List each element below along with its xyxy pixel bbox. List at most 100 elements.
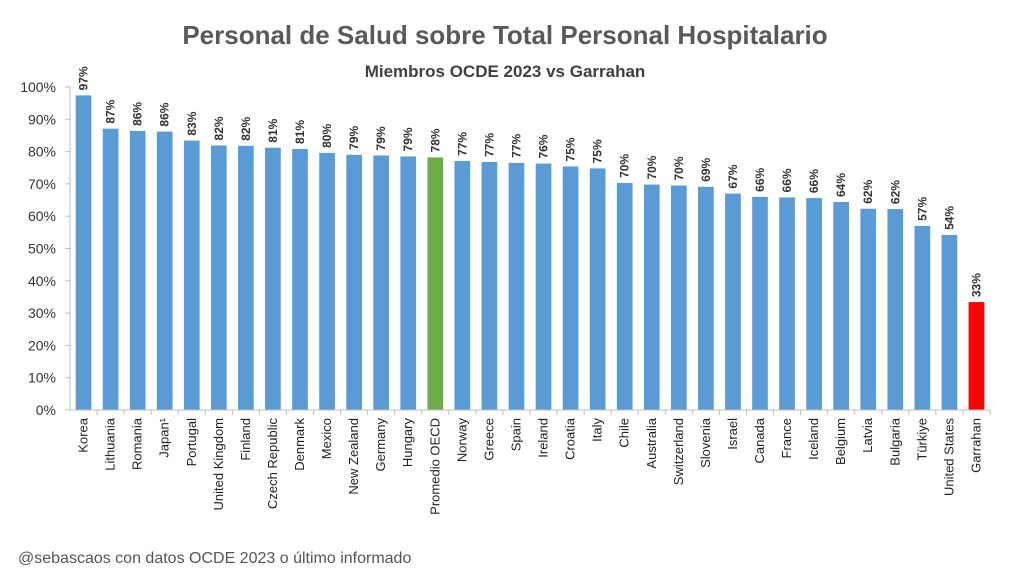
data-label: 70% (645, 155, 659, 179)
x-tick-label: Switzerland (671, 418, 686, 485)
y-tick-label: 20% (28, 337, 56, 353)
y-tick-label: 10% (28, 370, 56, 386)
data-label: 82% (239, 116, 253, 140)
data-label: 83% (185, 111, 199, 135)
bar-australia (643, 184, 660, 410)
bar-france (779, 197, 795, 410)
x-tick-label: Garrahan (968, 418, 983, 473)
bars-group (75, 95, 985, 411)
data-label: 70% (618, 154, 632, 178)
bar-chile (616, 182, 633, 410)
y-tick-label: 0% (36, 402, 56, 418)
data-label: 79% (401, 127, 415, 151)
bar-finland (238, 145, 254, 410)
bar-greece (481, 161, 498, 410)
data-label: 77% (482, 133, 496, 157)
data-label: 62% (888, 180, 902, 204)
y-tick-label: 80% (28, 144, 56, 160)
x-tick-label: Slovenia (698, 417, 713, 468)
y-tick-label: 100% (20, 79, 56, 95)
x-tick-label: United Kingdom (211, 418, 226, 511)
data-label: 67% (726, 164, 740, 188)
y-tick-label: 70% (28, 176, 56, 192)
bar-hungary (400, 156, 417, 410)
bar-japan- (156, 131, 173, 410)
data-label: 86% (158, 102, 172, 126)
x-tick-label: Finland (238, 418, 253, 461)
x-tick-label: Germany (373, 418, 388, 472)
data-label: 75% (591, 139, 605, 163)
x-tick-label: Italy (590, 418, 605, 442)
bar-new-zealand (346, 154, 362, 410)
x-tick-label: Portugal (184, 418, 199, 467)
bar-croatia (562, 166, 579, 410)
y-axis: 0% 10% 20% 30% 40% 50% 60% 70% 80% 90% 100% (20, 79, 71, 418)
x-tick-label: Bulgaria (887, 417, 902, 465)
bar-garrahan (968, 302, 985, 410)
x-tick-label: Australia (644, 417, 659, 468)
bar-denmark (292, 149, 308, 411)
x-tick-label: New Zealand (346, 418, 361, 495)
data-label: 87% (104, 99, 118, 123)
x-tick-label: France (779, 418, 794, 458)
bar-lithuania (102, 128, 119, 411)
bar-latvia (860, 208, 877, 410)
bar-united-kingdom (210, 145, 227, 410)
bar-slovenia (698, 186, 714, 410)
data-label: 79% (374, 126, 388, 150)
x-tick-label: Korea (76, 417, 91, 452)
data-label: 97% (77, 66, 91, 90)
x-tick-label: Mexico (319, 418, 334, 459)
data-label: 81% (293, 120, 307, 144)
y-tick-label: 40% (28, 273, 56, 289)
bar-iceland (806, 198, 822, 410)
x-tick-label: Latvia (860, 417, 875, 452)
x-tick-label: Romania (130, 417, 145, 470)
data-label: 77% (455, 132, 469, 156)
data-label: 79% (347, 125, 361, 149)
bar-switzerland (670, 185, 687, 410)
x-axis: Korea Lithuania Romania Japan¹ Portugal Unite… (70, 409, 991, 515)
data-label: 70% (672, 156, 686, 180)
data-label: 86% (131, 102, 145, 126)
chart-title: Personal de Salud sobre Total Personal H… (182, 20, 827, 50)
bar-bulgaria (887, 209, 904, 410)
source-footnote: @sebascaos con datos OCDE 2023 o último … (18, 550, 411, 567)
x-tick-label: Belgium (833, 418, 848, 465)
data-label: 78% (428, 128, 442, 152)
x-tick-label: Greece (481, 418, 496, 461)
x-tick-label: Norway (454, 418, 469, 463)
bar-ireland (535, 163, 552, 410)
data-label: 57% (915, 197, 929, 221)
x-tick-label: Iceland (806, 418, 821, 460)
bar-italy (589, 168, 606, 410)
y-tick-label: 30% (28, 305, 56, 321)
x-tick-label: Chile (617, 418, 632, 448)
y-tick-label: 60% (28, 208, 56, 224)
x-tick-label: Türkiye (914, 418, 929, 461)
bar-germany (373, 155, 390, 410)
bar-norway (454, 160, 471, 410)
bar-portugal (183, 140, 200, 411)
y-tick-label: 50% (28, 241, 56, 257)
x-tick-label: Spain (508, 418, 523, 451)
x-tick-label: Canada (752, 417, 767, 463)
data-label: 82% (212, 116, 226, 140)
bar-mexico (319, 152, 335, 410)
bar-czech-republic (265, 147, 281, 410)
data-label: 54% (942, 206, 956, 230)
x-tick-label: Promedio OECD (427, 418, 442, 515)
data-label: 80% (320, 124, 334, 148)
chart-subtitle: Miembros OCDE 2023 vs Garrahan (365, 62, 646, 81)
data-label: 66% (753, 167, 767, 191)
data-labels-group: 97% 87% 86% 86% 83% 82% 82% 81% 81% 80% 79% 79% 79% 7… (77, 66, 984, 297)
x-tick-label: United States (941, 418, 956, 497)
bar-korea (75, 95, 92, 410)
data-label: 77% (509, 134, 523, 158)
bar-israel (725, 193, 741, 410)
x-tick-label: Israel (725, 418, 740, 450)
x-tick-label: Czech Republic (265, 418, 280, 510)
bar-united-states (941, 234, 958, 410)
data-label: 62% (861, 179, 875, 203)
